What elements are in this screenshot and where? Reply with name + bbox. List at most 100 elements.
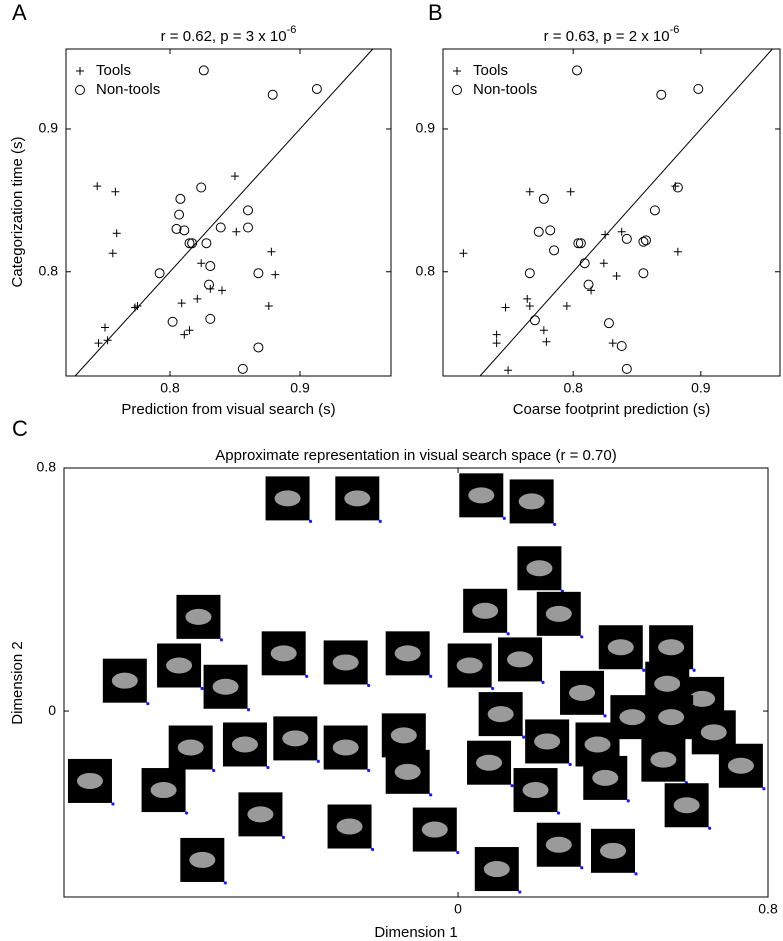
tool-point (504, 366, 513, 375)
object-silhouette (344, 490, 371, 507)
title-exponent: -6 (287, 24, 297, 36)
object-silhouette (584, 736, 611, 753)
object-silhouette (607, 639, 634, 656)
position-dot (568, 762, 572, 767)
tool-point (112, 229, 121, 238)
object-silhouette (189, 851, 216, 868)
position-dot (219, 638, 224, 642)
non-tool-point (184, 238, 195, 249)
non-tool-point (205, 261, 216, 272)
chart-title: r = 0.62, p = 3 x 10-6 (161, 24, 297, 45)
x-axis-label: Prediction from visual search (s) (121, 401, 335, 418)
position-dot (308, 519, 313, 523)
non-tool-point (243, 222, 253, 233)
position-dot (367, 768, 371, 773)
position-dot (491, 686, 495, 691)
x-tick-label: 0.8 (563, 380, 583, 396)
object-silhouette (166, 657, 193, 674)
chart-title: r = 0.63, p = 2 x 10-6 (544, 24, 680, 45)
object-silhouette (150, 782, 177, 799)
non-tool-point (205, 313, 216, 324)
object-silhouette (476, 754, 503, 771)
x-tick-label: 0.9 (290, 380, 310, 396)
tool-point (267, 247, 276, 256)
y-tick-label: 0.8 (416, 262, 436, 278)
object-silhouette (545, 605, 572, 622)
plot-frame (442, 48, 781, 377)
position-dot (305, 674, 309, 678)
tool-point (587, 286, 596, 295)
position-dot (378, 519, 382, 523)
non-tool-point (579, 258, 590, 269)
object-silhouette (282, 730, 309, 747)
object-silhouette (518, 493, 545, 510)
non-tool-point (583, 279, 594, 290)
object-silhouette (483, 861, 510, 878)
x-tick-label: 0 (454, 901, 462, 917)
tool-point (94, 339, 103, 348)
non-tool-point (237, 363, 248, 374)
object-silhouette (336, 818, 363, 835)
position-dot (708, 826, 712, 830)
title-text: Approximate representation in visual sea… (215, 447, 616, 464)
object-silhouette (619, 709, 646, 726)
object-silhouette (487, 706, 514, 723)
x-tick-label: 0.8 (160, 380, 180, 396)
plot-frame (63, 467, 769, 898)
non-tool-point (311, 83, 322, 94)
object-silhouette (522, 782, 549, 799)
tool-point (523, 294, 532, 303)
position-dot (212, 768, 216, 773)
position-dot (556, 811, 561, 815)
non-tool-point (621, 363, 632, 374)
non-tool-point (154, 268, 165, 279)
non-tool-point (638, 236, 649, 247)
object-silhouette (727, 757, 754, 774)
non-tool-point (538, 193, 549, 204)
position-dot (762, 787, 766, 791)
object-silhouette (673, 797, 700, 814)
position-dot (553, 522, 557, 527)
tool-point (501, 303, 510, 312)
tool-point (566, 187, 575, 196)
non-tool-point (196, 182, 207, 193)
non-tool-point (638, 268, 649, 279)
non-tool-point (253, 342, 264, 353)
tool-point (218, 286, 226, 295)
panel-label: A (12, 0, 27, 25)
position-dot (246, 708, 251, 712)
x-axis-label: Dimension 1 (374, 924, 457, 941)
object-silhouette (212, 678, 239, 695)
non-tool-point (171, 223, 182, 234)
legend-label: Tools (96, 62, 131, 79)
non-tool-point (573, 238, 584, 249)
tool-point (525, 187, 534, 196)
position-dot (518, 890, 522, 894)
position-dot (266, 765, 270, 770)
tool-point (673, 247, 682, 256)
panel-label: B (428, 0, 443, 25)
object-silhouette (507, 651, 534, 668)
object-silhouette (545, 836, 572, 853)
tool-point (111, 187, 120, 196)
position-dot (603, 714, 607, 718)
object-silhouette (390, 727, 417, 744)
object-silhouette (569, 684, 596, 701)
non-tool-point (572, 65, 583, 76)
object-silhouette (689, 690, 716, 707)
non-tool-point (656, 89, 667, 100)
y-tick-label: 0.9 (416, 120, 436, 136)
y-tick-label: 0.9 (39, 120, 59, 136)
object-silhouette (700, 724, 727, 741)
object-silhouette (76, 772, 103, 789)
tool-point (133, 302, 142, 311)
panel-label: C (12, 416, 28, 441)
non-tool-point (174, 209, 185, 220)
x-axis-label: Coarse footprint prediction (s) (513, 401, 711, 418)
position-dot (146, 702, 150, 706)
legend-label: Non-tools (473, 81, 537, 98)
non-tool-point (253, 268, 264, 279)
object-silhouette (231, 736, 258, 753)
tool-point (232, 227, 241, 236)
